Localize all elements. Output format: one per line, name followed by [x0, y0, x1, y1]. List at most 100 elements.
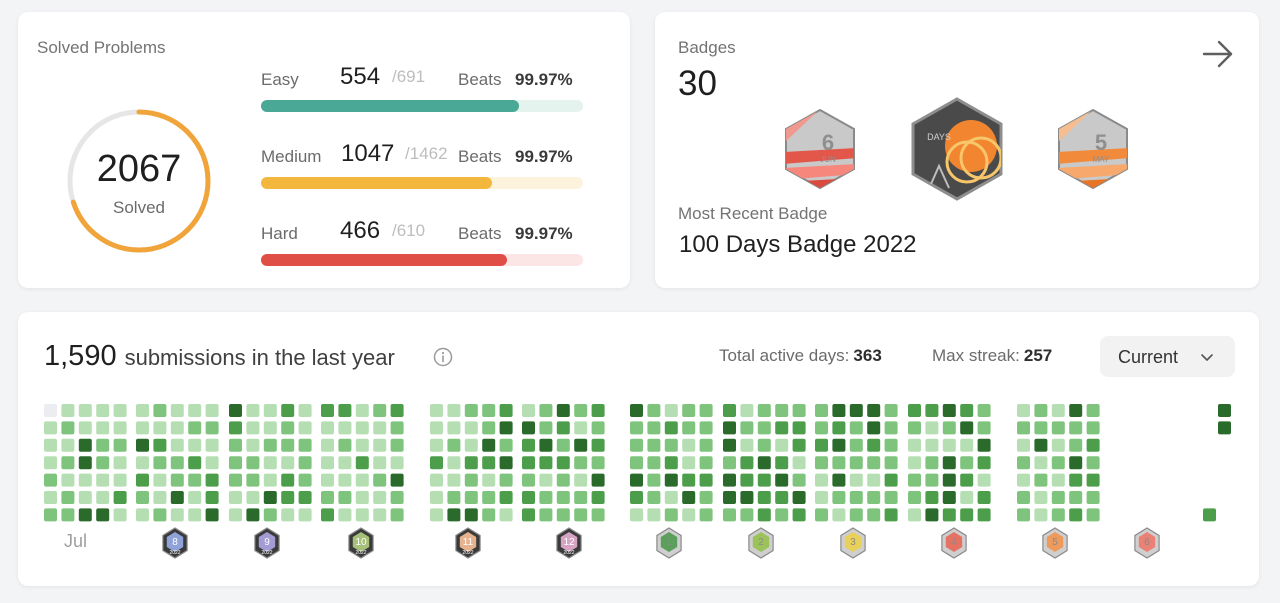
heatmap-cell[interactable]: [591, 438, 605, 452]
heatmap-cell[interactable]: [1069, 491, 1083, 504]
heatmap-cell[interactable]: [1017, 456, 1030, 470]
heatmap-cell[interactable]: [430, 421, 443, 435]
heatmap-cell[interactable]: [849, 473, 863, 487]
heatmap-cell[interactable]: [740, 421, 754, 435]
heatmap-cell[interactable]: [832, 508, 846, 522]
heatmap-cell[interactable]: [321, 491, 334, 504]
heatmap-cell[interactable]: [925, 491, 939, 504]
heatmap-cell[interactable]: [447, 491, 461, 504]
heatmap-cell[interactable]: [647, 508, 661, 522]
heatmap-cell[interactable]: [281, 404, 295, 417]
heatmap-cell[interactable]: [682, 473, 696, 487]
heatmap-cell[interactable]: [942, 491, 956, 504]
heatmap-cell[interactable]: [263, 404, 277, 417]
heatmap-cell[interactable]: [153, 491, 167, 504]
heatmap-cell[interactable]: [699, 473, 713, 487]
heatmap-cell[interactable]: [44, 438, 57, 452]
heatmap-cell[interactable]: [1086, 438, 1100, 452]
heatmap-cell[interactable]: [815, 508, 828, 522]
heatmap-cell[interactable]: [977, 404, 991, 417]
heatmap-cell[interactable]: [908, 438, 921, 452]
heatmap-cell[interactable]: [522, 404, 535, 417]
heatmap-cell[interactable]: [229, 404, 242, 417]
heatmap-cell[interactable]: [153, 473, 167, 487]
heatmap-cell[interactable]: [113, 491, 127, 504]
heatmap-cell[interactable]: [630, 438, 643, 452]
heatmap-cell[interactable]: [430, 438, 443, 452]
heatmap-cell[interactable]: [1034, 508, 1048, 522]
heatmap-cell[interactable]: [188, 456, 202, 470]
heatmap-cell[interactable]: [482, 473, 496, 487]
heatmap-cell[interactable]: [298, 404, 312, 417]
heatmap-cell[interactable]: [925, 421, 939, 435]
heatmap-cell[interactable]: [977, 473, 991, 487]
heatmap-cell[interactable]: [849, 404, 863, 417]
heatmap-cell[interactable]: [447, 438, 461, 452]
heatmap-cell[interactable]: [682, 456, 696, 470]
heatmap-cell[interactable]: [1069, 508, 1083, 522]
heatmap-cell[interactable]: [757, 438, 771, 452]
heatmap-cell[interactable]: [263, 508, 277, 522]
heatmap-cell[interactable]: [44, 508, 57, 522]
heatmap-cell[interactable]: [630, 473, 643, 487]
heatmap-cell[interactable]: [630, 404, 643, 417]
heatmap-cell[interactable]: [96, 438, 110, 452]
heatmap-cell[interactable]: [556, 473, 570, 487]
heatmap-cell[interactable]: [832, 421, 846, 435]
heatmap-cell[interactable]: [321, 456, 334, 470]
heatmap-cell[interactable]: [355, 438, 369, 452]
heatmap-cell[interactable]: [849, 438, 863, 452]
heatmap-cell[interactable]: [482, 456, 496, 470]
heatmap-cell[interactable]: [699, 404, 713, 417]
heatmap-cell[interactable]: [539, 491, 553, 504]
heatmap-cell[interactable]: [464, 473, 478, 487]
heatmap-cell[interactable]: [263, 421, 277, 435]
heatmap-cell[interactable]: [170, 421, 184, 435]
heatmap-cell[interactable]: [815, 421, 828, 435]
heatmap-cell[interactable]: [1017, 404, 1030, 417]
heatmap-cell[interactable]: [849, 456, 863, 470]
arrow-right-icon[interactable]: [1200, 36, 1236, 72]
heatmap-cell[interactable]: [61, 404, 75, 417]
heatmap-cell[interactable]: [574, 438, 588, 452]
heatmap-cell[interactable]: [757, 404, 771, 417]
heatmap-cell[interactable]: [960, 438, 974, 452]
heatmap-cell[interactable]: [740, 456, 754, 470]
heatmap-cell[interactable]: [775, 438, 789, 452]
heatmap-cell[interactable]: [832, 456, 846, 470]
heatmap-cell[interactable]: [832, 438, 846, 452]
heatmap-cell[interactable]: [1051, 438, 1065, 452]
heatmap-cell[interactable]: [815, 456, 828, 470]
info-icon[interactable]: [433, 347, 453, 367]
heatmap-cell[interactable]: [723, 404, 736, 417]
heatmap-cell[interactable]: [1051, 456, 1065, 470]
heatmap-cell[interactable]: [229, 508, 242, 522]
heatmap-cell[interactable]: [1051, 473, 1065, 487]
heatmap-cell[interactable]: [723, 438, 736, 452]
heatmap-cell[interactable]: [1069, 438, 1083, 452]
heatmap-cell[interactable]: [136, 508, 149, 522]
heatmap-cell[interactable]: [591, 508, 605, 522]
heatmap-cell[interactable]: [113, 508, 127, 522]
heatmap-cell[interactable]: [792, 473, 806, 487]
heatmap-cell[interactable]: [229, 438, 242, 452]
heatmap-cell[interactable]: [482, 438, 496, 452]
heatmap-cell[interactable]: [482, 491, 496, 504]
heatmap-cell[interactable]: [977, 456, 991, 470]
heatmap-cell[interactable]: [925, 508, 939, 522]
heatmap-cell[interactable]: [373, 473, 387, 487]
monthly-badge[interactable]: 12 2022: [556, 527, 582, 559]
heatmap-cell[interactable]: [1017, 421, 1030, 435]
heatmap-cell[interactable]: [647, 491, 661, 504]
heatmap-cell[interactable]: [281, 473, 295, 487]
heatmap-cell[interactable]: [96, 404, 110, 417]
heatmap-cell[interactable]: [682, 421, 696, 435]
heatmap-cell[interactable]: [1017, 438, 1030, 452]
heatmap-cell[interactable]: [884, 438, 898, 452]
heatmap-cell[interactable]: [298, 421, 312, 435]
heatmap-cell[interactable]: [849, 508, 863, 522]
heatmap-cell[interactable]: [723, 508, 736, 522]
heatmap-cell[interactable]: [942, 421, 956, 435]
heatmap-cell[interactable]: [740, 508, 754, 522]
heatmap-cell[interactable]: [246, 473, 260, 487]
